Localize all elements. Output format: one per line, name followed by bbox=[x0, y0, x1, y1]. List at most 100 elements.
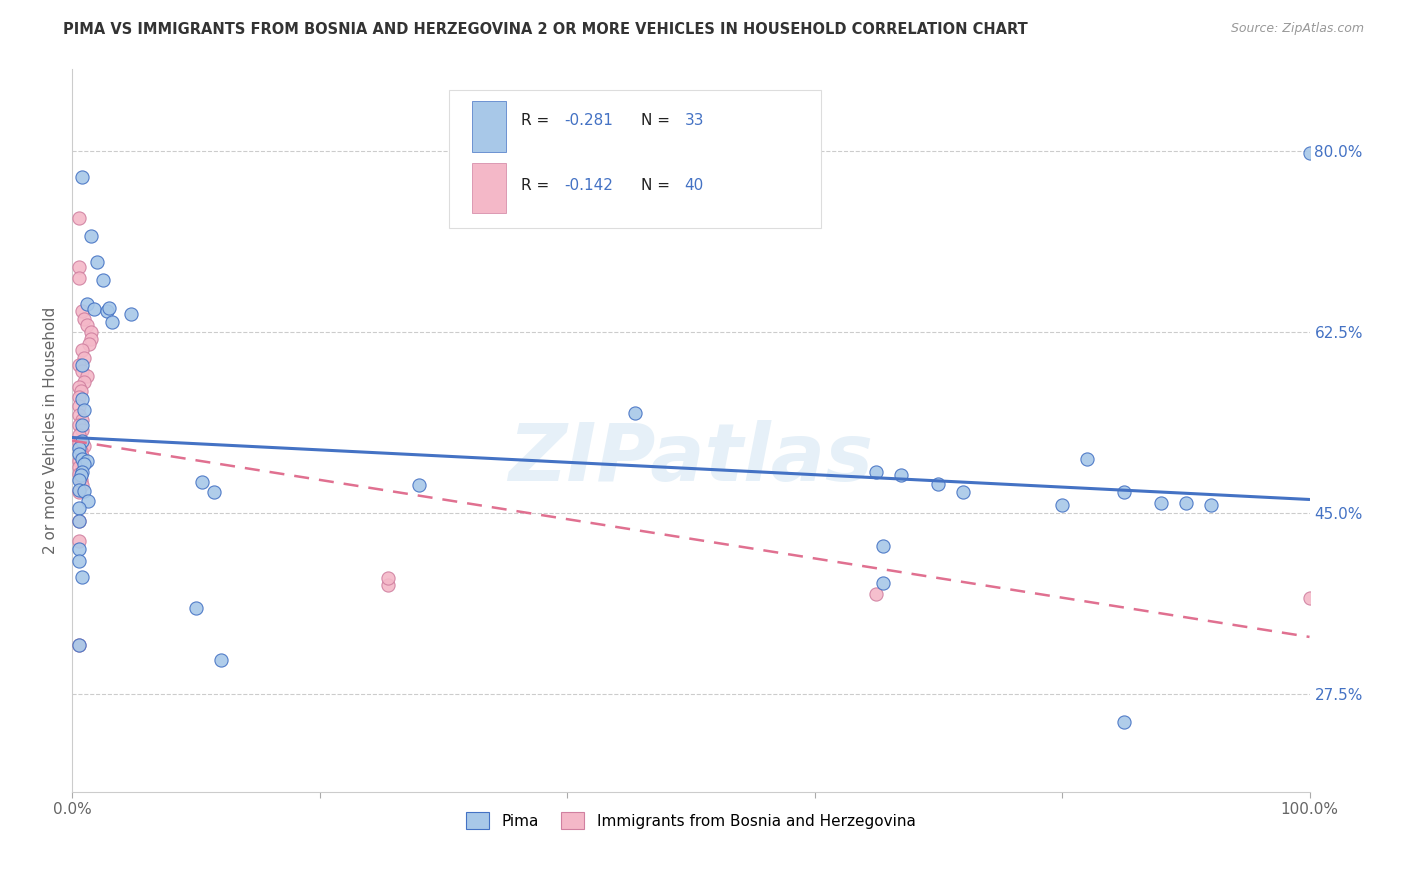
Point bbox=[83, 302, 105, 317]
Point bbox=[79, 337, 101, 351]
Point bbox=[67, 533, 90, 548]
Point bbox=[1298, 591, 1320, 605]
Point bbox=[67, 441, 90, 455]
Point bbox=[73, 402, 96, 417]
Point bbox=[96, 304, 118, 318]
Point bbox=[872, 576, 894, 591]
Point bbox=[76, 318, 98, 332]
Point bbox=[377, 571, 399, 585]
Point bbox=[70, 452, 93, 467]
Point bbox=[73, 311, 96, 326]
Point bbox=[120, 308, 142, 322]
Point bbox=[100, 315, 122, 329]
Text: PIMA VS IMMIGRANTS FROM BOSNIA AND HERZEGOVINA 2 OR MORE VEHICLES IN HOUSEHOLD C: PIMA VS IMMIGRANTS FROM BOSNIA AND HERZE… bbox=[63, 22, 1028, 37]
Point bbox=[86, 254, 108, 268]
Point bbox=[67, 390, 90, 404]
Point bbox=[624, 406, 647, 420]
Point bbox=[70, 392, 93, 407]
Point bbox=[67, 211, 90, 226]
Point bbox=[865, 586, 887, 600]
Point bbox=[927, 477, 949, 491]
Point bbox=[865, 465, 887, 479]
Point bbox=[67, 542, 90, 557]
Point bbox=[70, 304, 93, 318]
Point bbox=[1050, 498, 1073, 512]
Point bbox=[70, 343, 93, 357]
Point bbox=[408, 478, 430, 492]
Point bbox=[67, 554, 90, 568]
Point bbox=[70, 423, 93, 437]
Point bbox=[73, 351, 96, 365]
Point bbox=[67, 400, 90, 414]
Point bbox=[1076, 452, 1098, 467]
Point bbox=[1112, 485, 1135, 500]
Point bbox=[79, 325, 101, 339]
Point bbox=[73, 439, 96, 453]
Point bbox=[67, 460, 90, 475]
Point bbox=[70, 434, 93, 448]
Point bbox=[79, 332, 101, 346]
Point bbox=[67, 467, 90, 481]
Point bbox=[67, 473, 90, 487]
Point bbox=[67, 485, 90, 500]
Point bbox=[1174, 495, 1197, 509]
Point bbox=[70, 364, 93, 378]
Point bbox=[67, 271, 90, 285]
Point bbox=[73, 375, 96, 389]
Point bbox=[67, 358, 90, 372]
FancyBboxPatch shape bbox=[472, 101, 506, 152]
Point bbox=[67, 408, 90, 422]
Point bbox=[69, 467, 91, 482]
Point bbox=[952, 485, 974, 500]
Point bbox=[70, 358, 93, 372]
Point bbox=[67, 483, 90, 498]
Point bbox=[184, 601, 207, 615]
Point bbox=[67, 454, 90, 468]
Point bbox=[67, 435, 90, 450]
Point bbox=[67, 260, 90, 274]
Text: -0.142: -0.142 bbox=[565, 178, 613, 194]
Text: -0.281: -0.281 bbox=[565, 113, 613, 128]
Point bbox=[73, 458, 96, 472]
Point bbox=[77, 493, 100, 508]
Point bbox=[70, 478, 93, 492]
Point bbox=[202, 485, 225, 500]
Point bbox=[67, 447, 90, 461]
Point bbox=[76, 369, 98, 384]
Point bbox=[67, 638, 90, 652]
FancyBboxPatch shape bbox=[450, 90, 821, 227]
Point bbox=[69, 444, 91, 458]
Point bbox=[69, 473, 91, 487]
Text: R =: R = bbox=[522, 178, 554, 194]
Text: N =: N = bbox=[641, 178, 675, 194]
Point bbox=[70, 413, 93, 427]
Point bbox=[91, 273, 114, 287]
Point bbox=[76, 454, 98, 468]
Point bbox=[209, 653, 232, 667]
Point bbox=[76, 297, 98, 311]
Text: N =: N = bbox=[641, 113, 675, 128]
Point bbox=[890, 467, 912, 482]
Legend: Pima, Immigrants from Bosnia and Herzegovina: Pima, Immigrants from Bosnia and Herzego… bbox=[460, 806, 921, 835]
Point bbox=[1199, 498, 1222, 512]
Point bbox=[67, 500, 90, 515]
Point bbox=[67, 380, 90, 394]
Point bbox=[67, 514, 90, 528]
Point bbox=[1298, 146, 1320, 161]
Text: ZIPatlas: ZIPatlas bbox=[508, 420, 873, 498]
Point bbox=[67, 428, 90, 442]
Y-axis label: 2 or more Vehicles in Household: 2 or more Vehicles in Household bbox=[44, 307, 58, 554]
Point bbox=[70, 465, 93, 479]
Point bbox=[872, 539, 894, 553]
Point bbox=[70, 449, 93, 463]
Point bbox=[70, 570, 93, 584]
Point bbox=[191, 475, 214, 489]
Text: R =: R = bbox=[522, 113, 554, 128]
Point bbox=[67, 514, 90, 528]
Point bbox=[377, 578, 399, 592]
Text: Source: ZipAtlas.com: Source: ZipAtlas.com bbox=[1230, 22, 1364, 36]
Point bbox=[1112, 714, 1135, 729]
Point bbox=[67, 418, 90, 433]
Point bbox=[1150, 495, 1173, 509]
FancyBboxPatch shape bbox=[472, 162, 506, 213]
